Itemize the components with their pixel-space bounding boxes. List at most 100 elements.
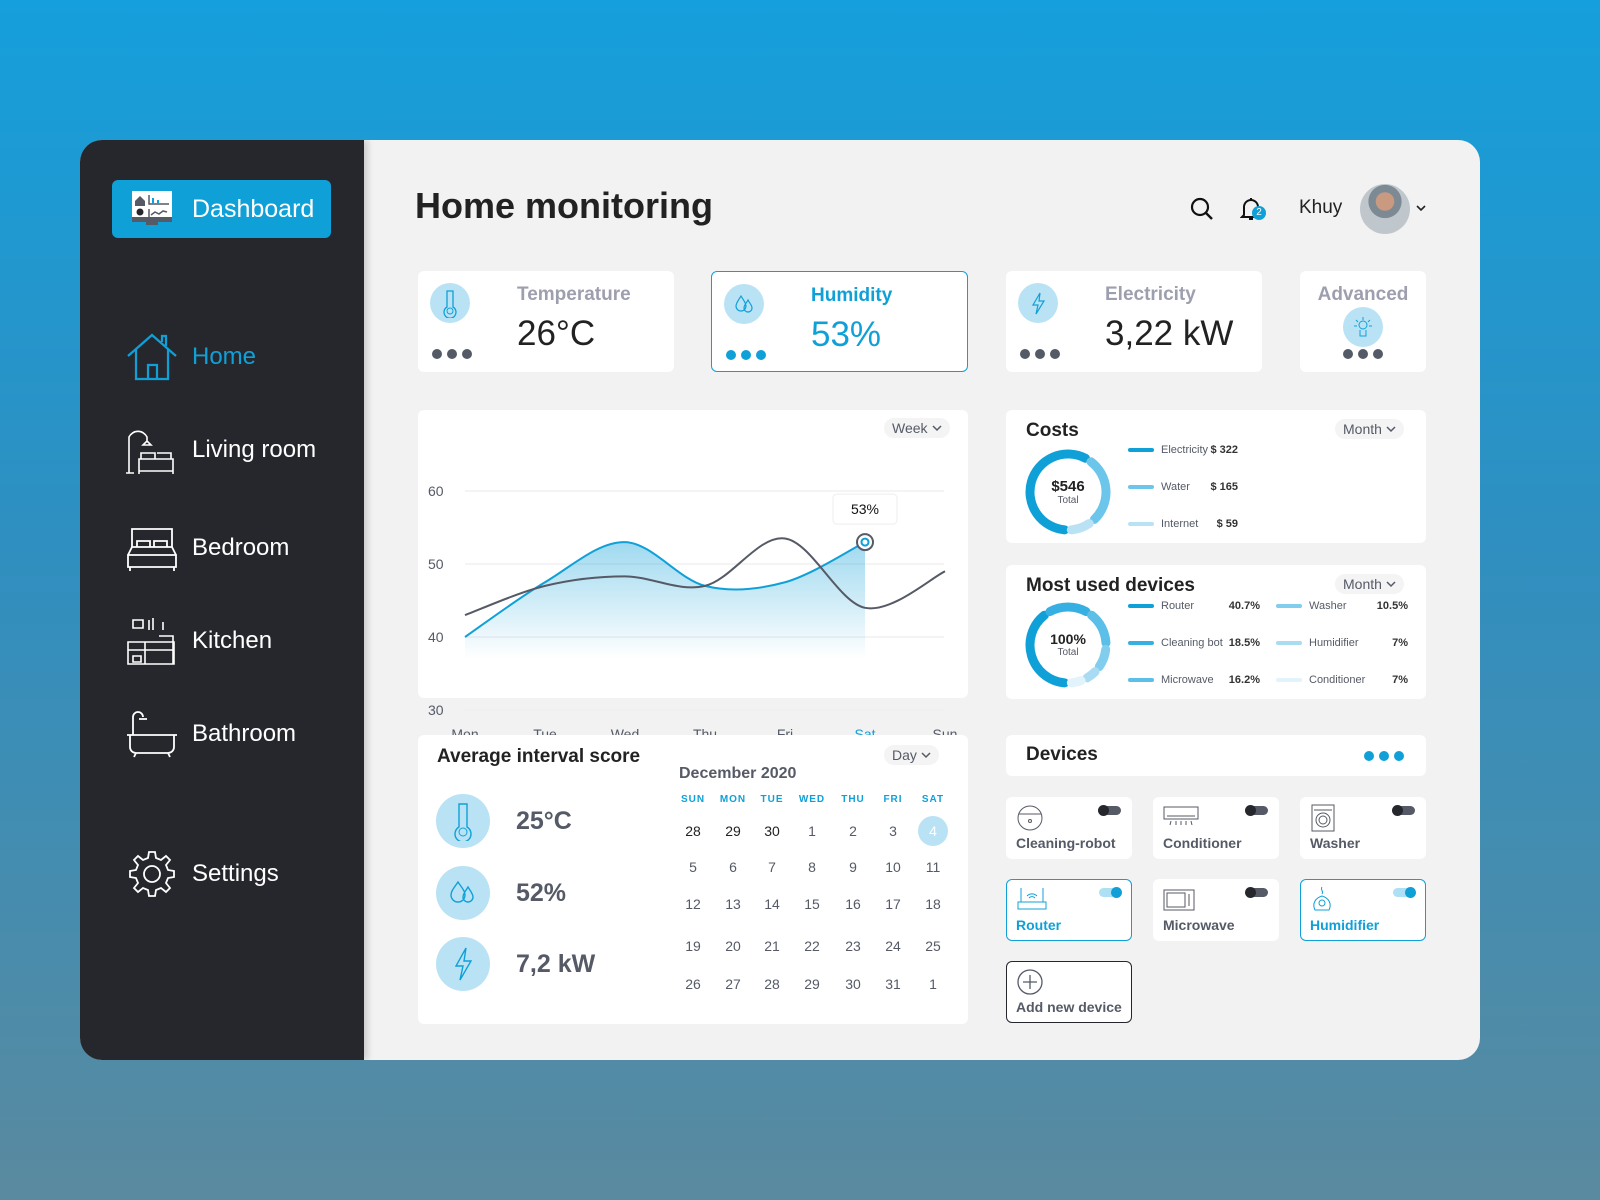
calendar-day[interactable]: 19 [685, 938, 701, 954]
calendar-day[interactable]: 14 [764, 896, 780, 912]
calendar-day[interactable]: 26 [685, 976, 701, 992]
calendar-day[interactable]: 8 [808, 859, 816, 875]
calendar-day[interactable]: 16 [845, 896, 861, 912]
calendar-day[interactable]: 20 [725, 938, 741, 954]
sidebar-item-home[interactable]: Home [125, 332, 256, 382]
device-toggle[interactable] [1393, 887, 1416, 898]
calendar-day[interactable]: 29 [725, 823, 741, 839]
temperature-card[interactable]: Temperature 26°C [418, 271, 674, 372]
calendar-day-selected[interactable]: 4 [918, 816, 948, 846]
device-toggle[interactable] [1245, 887, 1268, 898]
electricity-card[interactable]: Electricity 3,22 kW [1006, 271, 1262, 372]
calendar-day[interactable]: 17 [885, 896, 901, 912]
calendar-day[interactable]: 28 [685, 823, 701, 839]
calendar-day[interactable]: 1 [808, 823, 816, 839]
home-icon [127, 333, 177, 381]
device-tile[interactable]: Cleaning-robot [1006, 797, 1132, 859]
legend-value: 18.5% [1228, 637, 1260, 649]
sidebar-item-settings[interactable]: Settings [125, 849, 279, 899]
calendar-day[interactable]: 9 [849, 859, 857, 875]
more-options-icon[interactable] [432, 349, 472, 359]
calendar-day[interactable]: 1 [929, 976, 937, 992]
calendar-day[interactable]: 3 [889, 823, 897, 839]
donut-total: $546 [1051, 478, 1085, 495]
more-options-icon[interactable] [726, 350, 766, 360]
calendar-day[interactable]: 15 [804, 896, 820, 912]
calendar-day[interactable]: 18 [925, 896, 941, 912]
calendar-day[interactable]: 30 [845, 976, 861, 992]
dropdown-value: Day [892, 747, 917, 763]
dashboard-button[interactable]: Dashboard [112, 180, 331, 238]
legend-label: Washer [1309, 600, 1347, 612]
calendar-day[interactable]: 29 [804, 976, 820, 992]
calendar-day[interactable]: 6 [729, 859, 737, 875]
add-new-device-button[interactable]: Add new device [1006, 961, 1132, 1023]
avg-temperature: 25°C [516, 807, 572, 835]
chevron-down-icon[interactable] [1415, 203, 1427, 213]
calendar-day[interactable]: 7 [768, 859, 776, 875]
legend-item: Internet $ 59 [1128, 518, 1238, 530]
card-title: Devices [1026, 744, 1098, 765]
user-name: Khuy [1299, 197, 1343, 218]
water-drops-icon [436, 866, 490, 920]
more-options-icon[interactable] [1020, 349, 1060, 359]
device-tile[interactable]: Router [1006, 879, 1132, 941]
calendar-day[interactable]: 12 [685, 896, 701, 912]
calendar-day[interactable]: 21 [764, 938, 780, 954]
water-drops-icon [724, 284, 764, 324]
sidebar-item-bathroom[interactable]: Bathroom [125, 709, 296, 759]
more-options-icon[interactable] [1343, 349, 1383, 359]
legend-label: Electricity [1161, 444, 1209, 456]
kitchen-icon [127, 618, 175, 665]
sidebar-item-label: Bedroom [192, 534, 290, 561]
notification-badge: 2 [1252, 206, 1266, 220]
device-tile[interactable]: Washer [1300, 797, 1426, 859]
calendar-day[interactable]: 2 [849, 823, 857, 839]
device-tile[interactable]: Microwave [1153, 879, 1279, 941]
calendar-day[interactable]: 25 [925, 938, 941, 954]
calendar-day[interactable]: 23 [845, 938, 861, 954]
stat-value: 26°C [517, 314, 596, 353]
robot-vacuum-icon [1017, 805, 1043, 831]
period-dropdown[interactable]: Week [884, 418, 950, 438]
stat-value: 53% [811, 315, 882, 354]
device-tile[interactable]: Humidifier [1300, 879, 1426, 941]
sidebar-item-bedroom[interactable]: Bedroom [125, 523, 289, 573]
calendar-day[interactable]: 27 [725, 976, 741, 992]
calendar-day[interactable]: 31 [885, 976, 901, 992]
device-toggle[interactable] [1392, 805, 1415, 816]
donut-segment [1066, 519, 1094, 535]
humidity-card[interactable]: Humidity 53% [711, 271, 968, 372]
calendar-day[interactable]: 5 [689, 859, 697, 875]
advanced-card[interactable]: Advanced [1300, 271, 1426, 372]
period-dropdown[interactable]: Month [1335, 574, 1404, 594]
device-tile[interactable]: Conditioner [1153, 797, 1279, 859]
sidebar-item-living-room[interactable]: Living room [125, 425, 316, 475]
calendar-day[interactable]: 11 [925, 859, 941, 875]
plus-circle-icon [1017, 969, 1043, 995]
legend-swatch [1276, 641, 1302, 645]
calendar-day[interactable]: 30 [764, 823, 780, 839]
period-dropdown[interactable]: Month [1335, 419, 1404, 439]
legend-label: Cleaning bot [1161, 637, 1223, 649]
device-toggle[interactable] [1099, 887, 1122, 898]
search-icon[interactable] [1190, 197, 1214, 221]
sidebar-item-kitchen[interactable]: Kitchen [125, 616, 272, 666]
calendar-day[interactable]: 28 [764, 976, 780, 992]
device-toggle[interactable] [1245, 805, 1268, 816]
avatar[interactable] [1360, 184, 1410, 234]
calendar-day[interactable]: 13 [725, 896, 741, 912]
costs-donut [1025, 449, 1111, 535]
donut-total-label: Total [1057, 647, 1079, 658]
device-label: Cleaning-robot [1016, 835, 1116, 851]
period-dropdown[interactable]: Day [884, 745, 939, 765]
calendar-day[interactable]: 10 [885, 859, 901, 875]
legend-item: Router 40.7% [1128, 600, 1260, 612]
average-interval-card: Average interval score Day 25°C 52% 7,2 … [418, 735, 968, 1024]
calendar-day[interactable]: 22 [804, 938, 820, 954]
notifications-button[interactable]: 2 [1239, 196, 1270, 224]
calendar-day[interactable]: 24 [885, 938, 901, 954]
device-toggle[interactable] [1098, 805, 1121, 816]
donut-total: 100% [1050, 631, 1086, 647]
more-options-icon[interactable] [1364, 751, 1404, 761]
